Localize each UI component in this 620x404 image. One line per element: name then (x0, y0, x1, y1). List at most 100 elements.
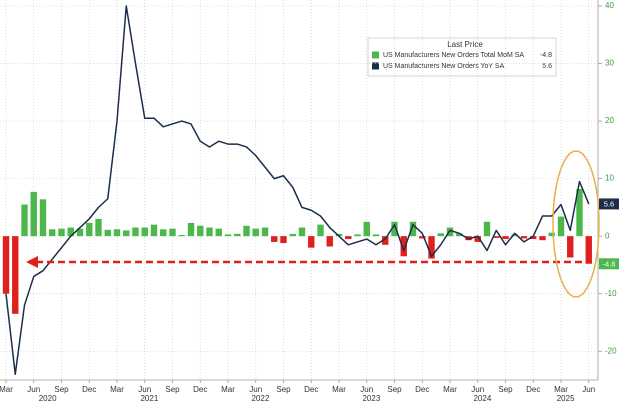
x-tick-label: Jun (138, 385, 151, 394)
x-tick-label: Sep (165, 385, 180, 394)
x-tick-label: Mar (110, 385, 124, 394)
x-tick-label: Jun (249, 385, 262, 394)
bar (437, 233, 444, 237)
x-tick-label: Mar (221, 385, 235, 394)
x-tick-label: Mar (0, 385, 13, 394)
bar (576, 188, 583, 237)
bar (49, 229, 56, 237)
bar (520, 236, 528, 239)
legend-value: 5.6 (542, 63, 552, 70)
bar (474, 236, 481, 242)
bar (345, 236, 352, 240)
bar (391, 221, 398, 237)
bar (76, 228, 84, 237)
x-tick-label: Dec (304, 385, 318, 394)
bar (289, 233, 296, 237)
legend-swatch (372, 51, 379, 59)
bar (123, 230, 130, 237)
x-tick-label: Dec (415, 385, 429, 394)
bar (39, 199, 47, 237)
annotations (26, 150, 600, 298)
bar (557, 216, 565, 237)
y-tick-label: 0 (605, 231, 610, 240)
legend-title: Last Price (447, 40, 483, 49)
bar (548, 232, 555, 237)
bar (150, 224, 158, 237)
bar (21, 204, 28, 237)
x-tick-label: Dec (526, 385, 540, 394)
bar (298, 227, 306, 237)
x-tick-label: Mar (332, 385, 346, 394)
year-label: 2024 (473, 394, 491, 403)
y-tick-label: 20 (605, 116, 614, 125)
year-label: 2021 (140, 394, 158, 403)
bar (530, 236, 537, 240)
legend-label: US Manufacturers New Orders YoY SA (383, 63, 505, 70)
bar (409, 221, 417, 237)
bar (317, 224, 324, 237)
bar (335, 233, 343, 237)
bar (567, 236, 574, 258)
bar (86, 222, 93, 237)
bar (197, 225, 204, 237)
bar (354, 234, 361, 237)
bar (132, 227, 139, 237)
bar (326, 236, 333, 247)
bar (428, 236, 435, 259)
legend-swatch (372, 62, 379, 70)
y-tick-label: -10 (605, 289, 617, 298)
bar (12, 236, 19, 314)
bar (187, 222, 195, 237)
bar (400, 236, 407, 257)
bar (271, 236, 278, 242)
y-tick-label: -20 (605, 346, 617, 355)
y-tick-label: 30 (605, 59, 614, 68)
bar (243, 225, 250, 237)
year-label: 2025 (557, 394, 575, 403)
x-tick-label: Mar (554, 385, 568, 394)
year-label: 2023 (362, 394, 380, 403)
bar (280, 236, 287, 244)
legend-label: US Manufacturers New Orders Total MoM SA (383, 52, 524, 59)
legend-box (367, 37, 557, 77)
year-label: 2022 (251, 394, 269, 403)
bar (511, 234, 518, 237)
bar (206, 227, 213, 237)
x-tick-label: Jun (471, 385, 484, 394)
bar (502, 236, 509, 240)
x-tick-label: Sep (54, 385, 69, 394)
bar (2, 236, 10, 294)
bar (113, 229, 121, 237)
bar (169, 228, 176, 237)
last-value-label: 5.6 (604, 199, 614, 208)
bar (539, 236, 546, 241)
bar (178, 235, 185, 237)
y-tick-label: 40 (605, 1, 614, 10)
bar (215, 228, 222, 237)
bar (95, 218, 102, 237)
bar (308, 236, 315, 248)
bars (2, 188, 592, 314)
bar (67, 227, 74, 237)
bar (456, 233, 463, 237)
x-tick-label: Sep (387, 385, 402, 394)
bar (58, 228, 65, 237)
year-label: 2020 (39, 394, 57, 403)
bar (30, 191, 37, 237)
x-tick-label: Dec (82, 385, 96, 394)
bar (224, 234, 232, 237)
bar (363, 221, 370, 237)
bar (483, 221, 491, 237)
last-value-badge (599, 198, 619, 210)
legend: Last Price US Manufacturers New Orders T… (367, 37, 557, 77)
x-tick-label: Mar (443, 385, 457, 394)
bar (104, 229, 111, 237)
lines (5, 5, 590, 375)
bar (585, 236, 592, 264)
y-tick-label: 10 (605, 174, 614, 183)
bar (252, 228, 259, 237)
highlight-ellipse (552, 150, 600, 298)
legend-value: -4.8 (540, 52, 552, 59)
x-tick-label: Sep (276, 385, 291, 394)
